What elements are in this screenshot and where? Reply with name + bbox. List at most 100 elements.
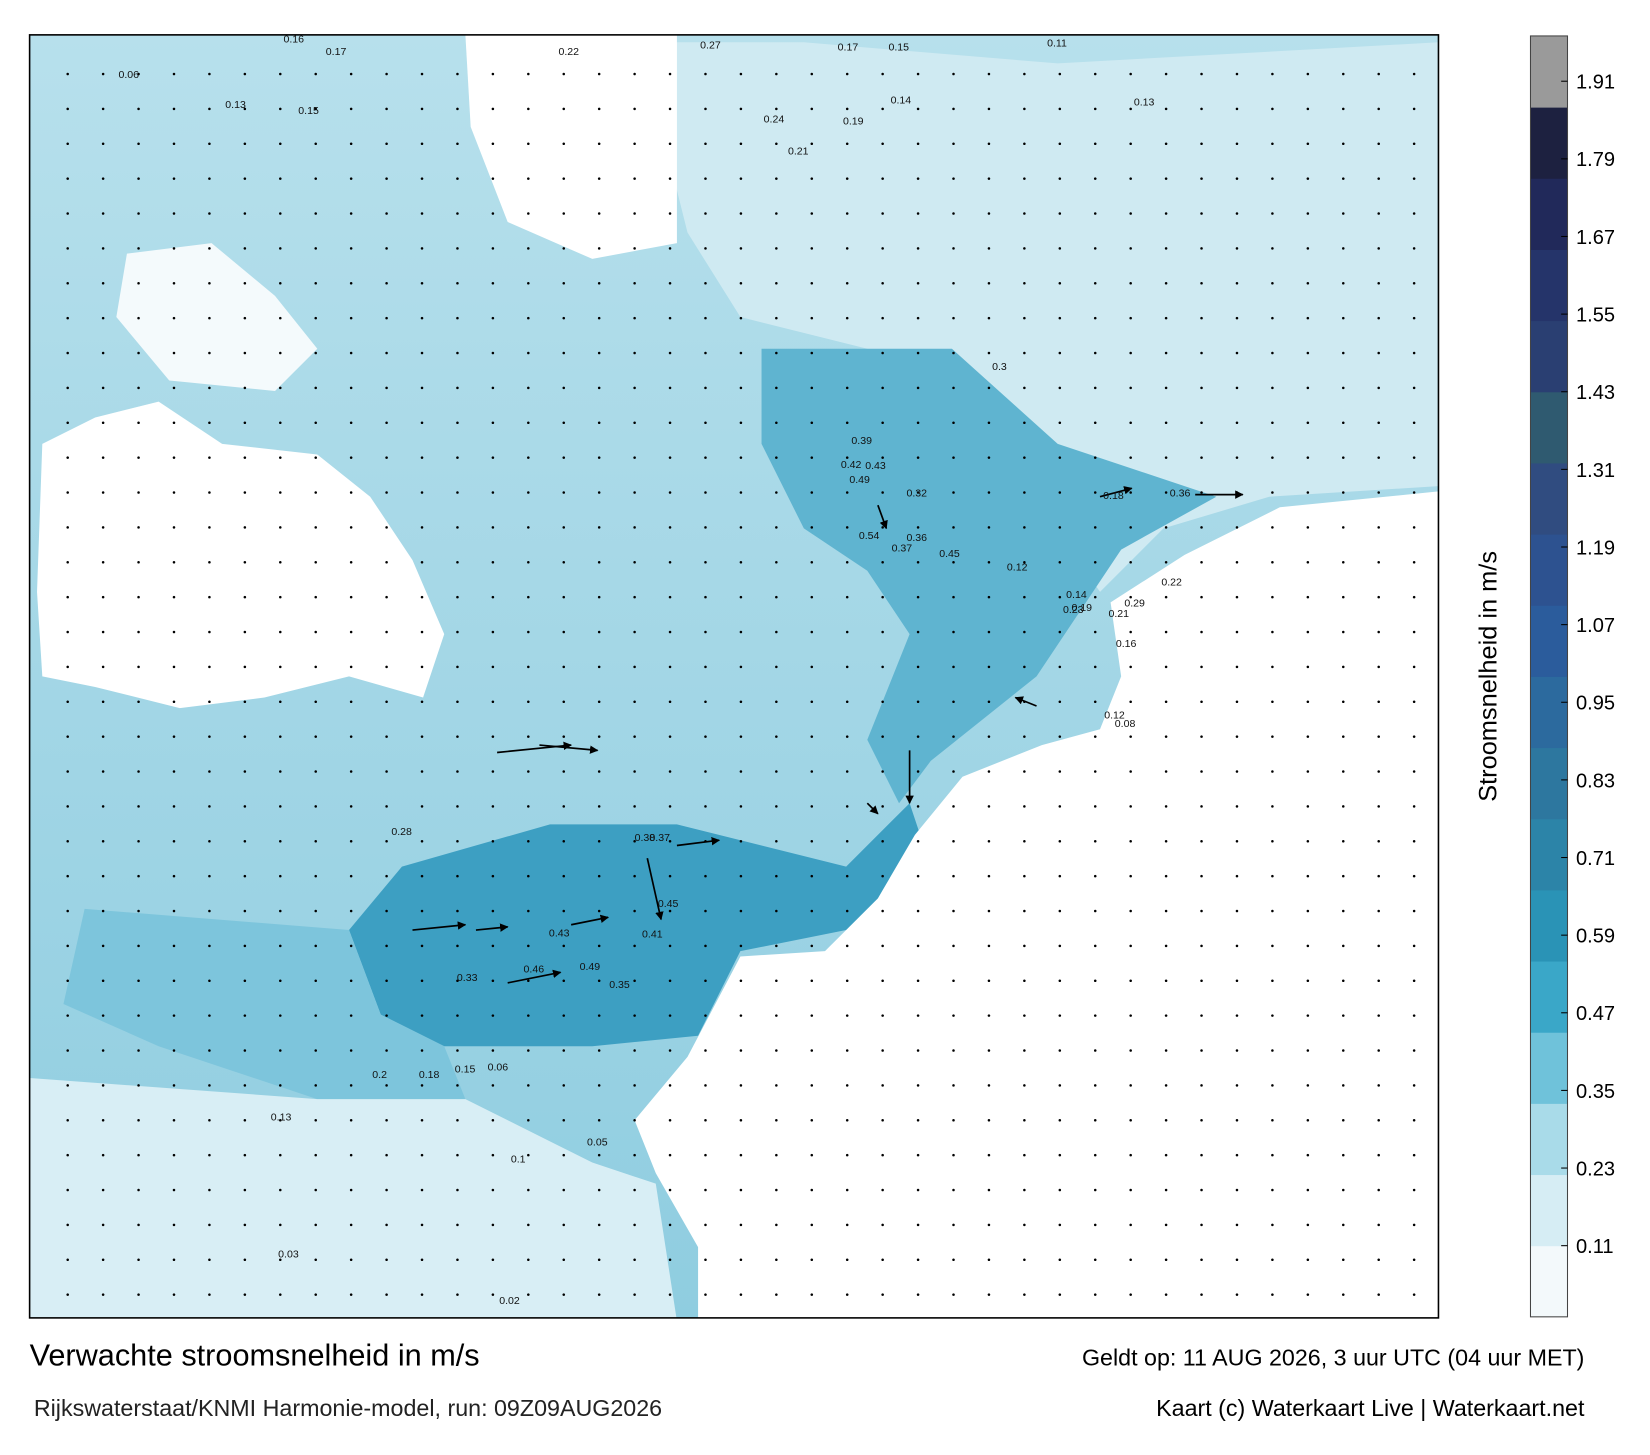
grid-dot [527,700,530,704]
grid-dot [1023,909,1026,913]
grid-dot [987,1118,991,1122]
grid-dot [420,1118,424,1122]
grid-dot [1412,1258,1416,1262]
grid-dot [668,944,672,948]
valid-time: Geldt op: 11 AUG 2026, 3 uur UTC (04 uur… [1082,1344,1584,1370]
speed-label: 0.43 [865,460,886,472]
grid-dot [172,665,176,669]
grid-dot [1164,839,1168,843]
grid-dot [1342,874,1345,878]
grid-dot [1093,909,1097,913]
grid-dot [881,909,884,913]
grid-dot [1164,700,1168,704]
grid-dot [1342,1223,1345,1227]
grid-dot [987,770,991,773]
grid-dot [739,700,743,704]
grid-dot [527,805,530,808]
grid-dot [385,979,388,983]
grid-dot [1200,1188,1203,1192]
grid-dot [420,177,424,180]
grid-dot [137,1049,140,1052]
grid-dot [597,944,601,948]
grid-dot [137,351,140,355]
grid-dot [1342,979,1345,983]
grid-dot [527,1223,530,1227]
grid-dot [314,1153,317,1157]
grid-dot [137,491,140,494]
grid-dot [1164,770,1168,773]
grid-dot [775,351,778,355]
grid-dot [243,421,247,425]
grid-dot [279,386,282,390]
grid-dot [1306,1293,1310,1296]
grid-dot [385,770,388,773]
grid-dot [349,805,353,808]
grid-dot [491,1293,495,1296]
grid-dot [916,665,920,669]
grid-dot [633,805,636,808]
grid-dot [1377,944,1380,948]
grid-dot [1023,386,1026,390]
grid-dot [1235,212,1239,215]
grid-dot [1164,1153,1168,1157]
grid-dot [916,630,920,634]
grid-dot [1058,456,1062,459]
grid-dot [385,1153,388,1157]
grid-dot [243,665,247,669]
grid-dot [881,1293,884,1296]
grid-dot [208,212,211,215]
grid-dot [987,107,991,111]
grid-dot [952,909,955,913]
grid-dot [1377,142,1380,145]
grid-dot [314,770,317,773]
grid-dot [1271,1014,1274,1017]
grid-dot [456,665,459,669]
grid-dot [704,1258,707,1262]
grid-dot [1164,107,1168,111]
grid-dot [704,142,707,145]
grid-dot [279,1293,282,1296]
grid-dot [668,526,672,529]
grid-dot [491,735,495,738]
grid-dot [456,979,459,983]
grid-dot [66,665,69,669]
sea-south [29,1077,677,1318]
grid-dot [1023,526,1026,529]
grid-dot [314,386,317,390]
grid-dot [1058,770,1062,773]
grid-dot [208,1293,211,1296]
grid-dot [1200,909,1203,913]
grid-dot [172,630,176,634]
grid-dot [1412,874,1416,878]
grid-dot [1164,1084,1168,1087]
grid-dot [1306,1223,1310,1227]
grid-dot [987,1188,991,1192]
grid-dot [597,421,601,425]
grid-dot [527,1049,530,1052]
grid-dot [66,1223,69,1227]
flow-arrow [570,914,610,926]
grid-dot [775,247,778,250]
grid-dot [137,874,140,878]
grid-dot [633,839,636,843]
colorbar-band [1530,889,1568,962]
grid-dot [1129,839,1132,843]
grid-dot [845,1153,849,1157]
grid-dot [101,177,105,180]
grid-dot [881,491,884,494]
grid-dot [1412,316,1416,320]
speed-label: 0.21 [788,145,809,157]
grid-dot [987,1293,991,1296]
grid-dot [1306,456,1310,459]
grid-dot [739,1084,743,1087]
grid-dot [987,142,991,145]
grid-dot [491,1118,495,1122]
grid-dot [1377,909,1380,913]
grid-dot [172,456,176,459]
grid-dot [385,1188,388,1192]
grid-dot [1058,1223,1062,1227]
grid-dot [527,212,530,215]
grid-dot [101,247,105,250]
grid-dot [491,630,495,634]
speed-label: 0.49 [849,474,870,486]
